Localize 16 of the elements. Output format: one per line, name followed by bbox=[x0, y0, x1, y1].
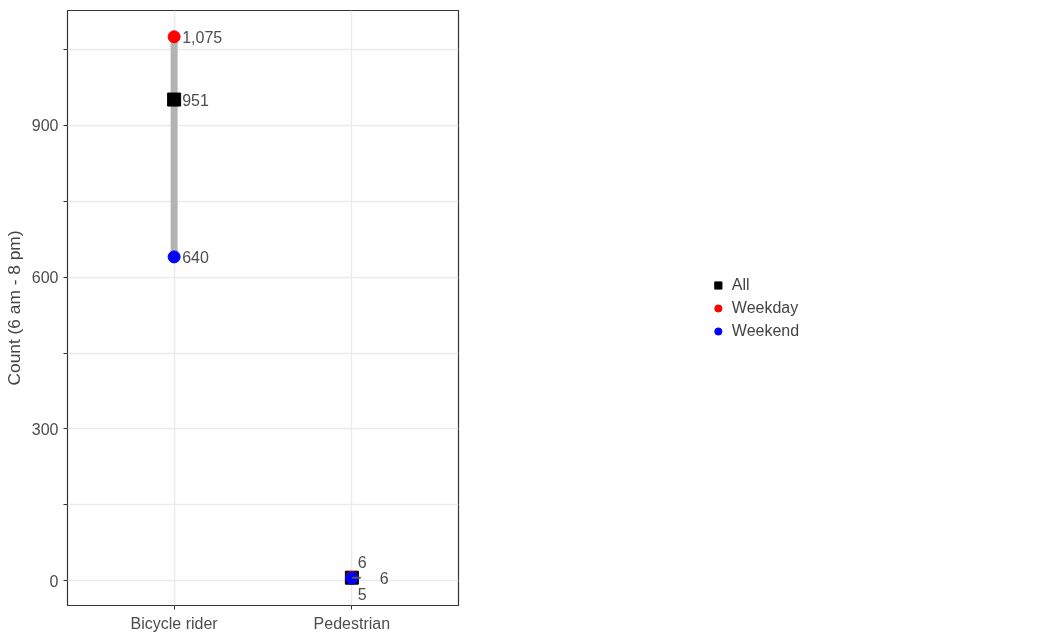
y-tick-label: 300 bbox=[31, 420, 59, 438]
data-label: 6 bbox=[357, 553, 367, 571]
y-tick-label: 900 bbox=[31, 117, 59, 135]
x-tick-label: Pedestrian bbox=[313, 614, 391, 632]
data-label: 951 bbox=[182, 91, 209, 109]
x-tick-label: Bicycle rider bbox=[130, 614, 219, 632]
y-tick-label: 0 bbox=[49, 572, 59, 590]
y-axis-title: Count (6 am - 8 pm) bbox=[3, 230, 24, 386]
data-label: 6 bbox=[379, 569, 389, 587]
legend-label: All bbox=[731, 275, 751, 294]
data-label: 5 bbox=[357, 586, 367, 604]
legend-label: Weekday bbox=[731, 298, 799, 317]
y-tick-label: 600 bbox=[31, 269, 59, 287]
legend-label: Weekend bbox=[731, 321, 800, 340]
data-label: 1,075 bbox=[182, 28, 223, 46]
data-label: 640 bbox=[182, 248, 209, 266]
